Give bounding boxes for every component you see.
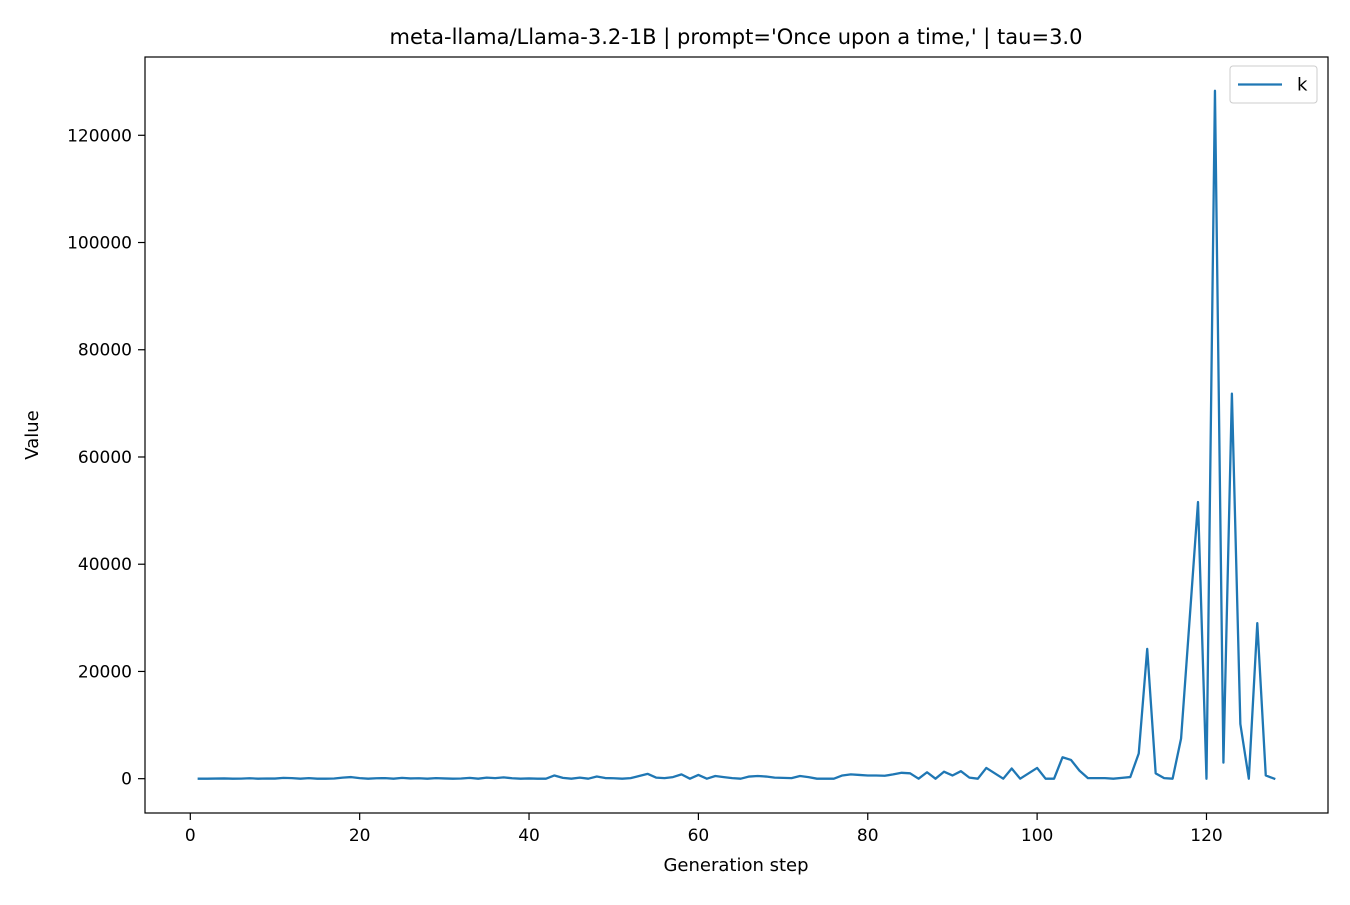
legend: k	[1229, 65, 1318, 104]
x-tick-label: 60	[688, 826, 710, 846]
y-tick-label: 60000	[78, 448, 132, 468]
x-tick-label: 100	[1021, 826, 1053, 846]
legend-label-k: k	[1297, 75, 1308, 96]
x-tick-label: 40	[518, 826, 540, 846]
y-tick-label: 40000	[78, 555, 132, 575]
y-axis-ticks: 0 20000 40000 60000 80000 100000 120000	[67, 126, 145, 790]
x-tick-label: 0	[185, 826, 196, 846]
plot-area-frame	[144, 56, 1329, 814]
y-tick-label: 120000	[67, 126, 132, 146]
y-tick-label: 0	[121, 770, 132, 790]
x-tick-label: 120	[1190, 826, 1222, 846]
x-axis-label: Generation step	[663, 855, 808, 876]
chart-title: meta-llama/Llama-3.2-1B | prompt='Once u…	[390, 25, 1083, 50]
x-tick-label: 80	[857, 826, 879, 846]
series-line-k	[197, 89, 1276, 781]
x-tick-label: 20	[349, 826, 371, 846]
x-axis-ticks: 0 20 40 60 80 100 120	[185, 813, 1223, 846]
y-axis-label: Value	[22, 410, 43, 459]
y-tick-label: 100000	[67, 234, 132, 254]
y-tick-label: 20000	[78, 662, 132, 682]
y-tick-label: 80000	[78, 341, 132, 361]
